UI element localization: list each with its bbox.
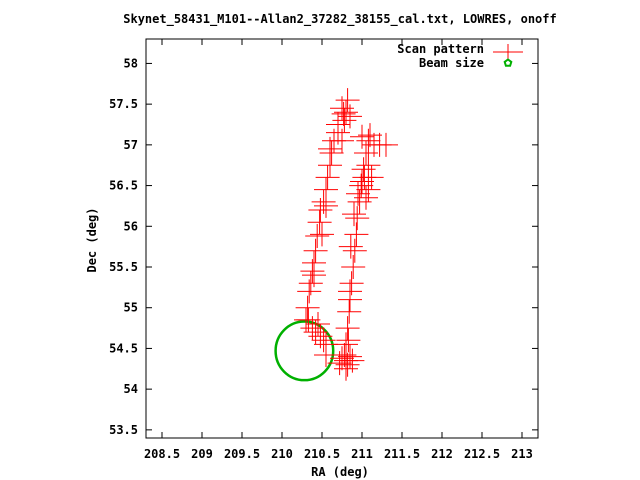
scan-point xyxy=(331,101,356,126)
scan-point xyxy=(295,295,320,320)
x-tick-label: 212 xyxy=(431,447,453,461)
scan-pattern-series xyxy=(294,88,398,381)
scan-point xyxy=(308,198,333,222)
scan-point xyxy=(342,238,367,263)
y-tick-label: 57.5 xyxy=(109,97,138,111)
scan-point xyxy=(374,132,398,157)
scan-point xyxy=(356,153,381,178)
scan-point xyxy=(302,263,326,288)
scan-point xyxy=(297,279,322,304)
scan-point xyxy=(336,328,361,353)
legend-label-beam: Beam size xyxy=(419,56,484,70)
y-tick-label: 55 xyxy=(124,301,138,315)
scan-point xyxy=(338,234,363,259)
y-tick-label: 55.5 xyxy=(109,260,138,274)
y-tick-label: 56 xyxy=(124,219,138,233)
scan-point xyxy=(350,124,374,149)
legend-symbol-scan xyxy=(493,44,523,60)
scan-point xyxy=(332,108,357,133)
scan-point xyxy=(315,165,340,190)
beam-size-circle xyxy=(274,320,335,382)
scan-point xyxy=(327,351,352,376)
y-tick-label: 57 xyxy=(124,138,138,152)
scan-point xyxy=(341,255,366,279)
scan-point xyxy=(307,210,332,235)
scan-point xyxy=(342,202,366,227)
x-tick-label: 209.5 xyxy=(224,447,260,461)
scan-point xyxy=(338,344,362,369)
x-tick-label: 208.5 xyxy=(144,447,180,461)
scan-point xyxy=(318,136,342,161)
scan-point xyxy=(303,238,328,263)
chart-title: Skynet_58431_M101--Allan2_37282_38155_ca… xyxy=(123,12,556,27)
scan-point xyxy=(310,222,334,247)
scan-point xyxy=(314,342,338,367)
scan-point xyxy=(294,307,318,332)
beam-size-series xyxy=(274,320,335,382)
scan-point xyxy=(346,181,370,206)
legend-label-scan: Scan pattern xyxy=(397,42,484,56)
scan-point xyxy=(337,299,362,324)
axis-ticks: 208.5 209 209.5 210 210.5 211 211.5 212 212.5 213… xyxy=(109,39,538,461)
legend: Scan pattern Beam size xyxy=(397,42,523,70)
y-tick-label: 54 xyxy=(124,382,138,396)
scan-point xyxy=(338,104,362,129)
scan-point xyxy=(314,193,338,218)
x-tick-label: 211 xyxy=(351,447,373,461)
y-tick-label: 56.5 xyxy=(109,179,138,193)
y-tick-label: 58 xyxy=(124,56,138,70)
x-tick-label: 212.5 xyxy=(464,447,500,461)
scan-point xyxy=(306,312,330,336)
x-tick-label: 213 xyxy=(511,447,533,461)
scan-point xyxy=(340,348,365,373)
plot-frame xyxy=(145,38,539,439)
scan-point xyxy=(311,328,336,353)
x-tick-label: 210.5 xyxy=(304,447,340,461)
x-tick-label: 209 xyxy=(191,447,213,461)
scan-point xyxy=(319,141,344,165)
scan-point xyxy=(300,259,325,284)
x-axis-label: RA (deg) xyxy=(311,465,369,479)
scan-point xyxy=(359,165,384,190)
scan-point xyxy=(335,316,360,341)
scan-point xyxy=(345,206,370,231)
scan-point xyxy=(338,279,362,304)
scan-point xyxy=(305,224,330,249)
y-axis-label: Dec (deg) xyxy=(85,207,99,272)
scan-point xyxy=(344,222,369,247)
x-tick-label: 210 xyxy=(271,447,293,461)
scan-point xyxy=(356,128,381,153)
y-tick-label: 53.5 xyxy=(109,423,138,437)
scan-point xyxy=(350,169,374,194)
legend-symbol-beam xyxy=(503,58,513,67)
y-tick-label: 54.5 xyxy=(109,341,138,355)
x-tick-label: 211.5 xyxy=(384,447,420,461)
